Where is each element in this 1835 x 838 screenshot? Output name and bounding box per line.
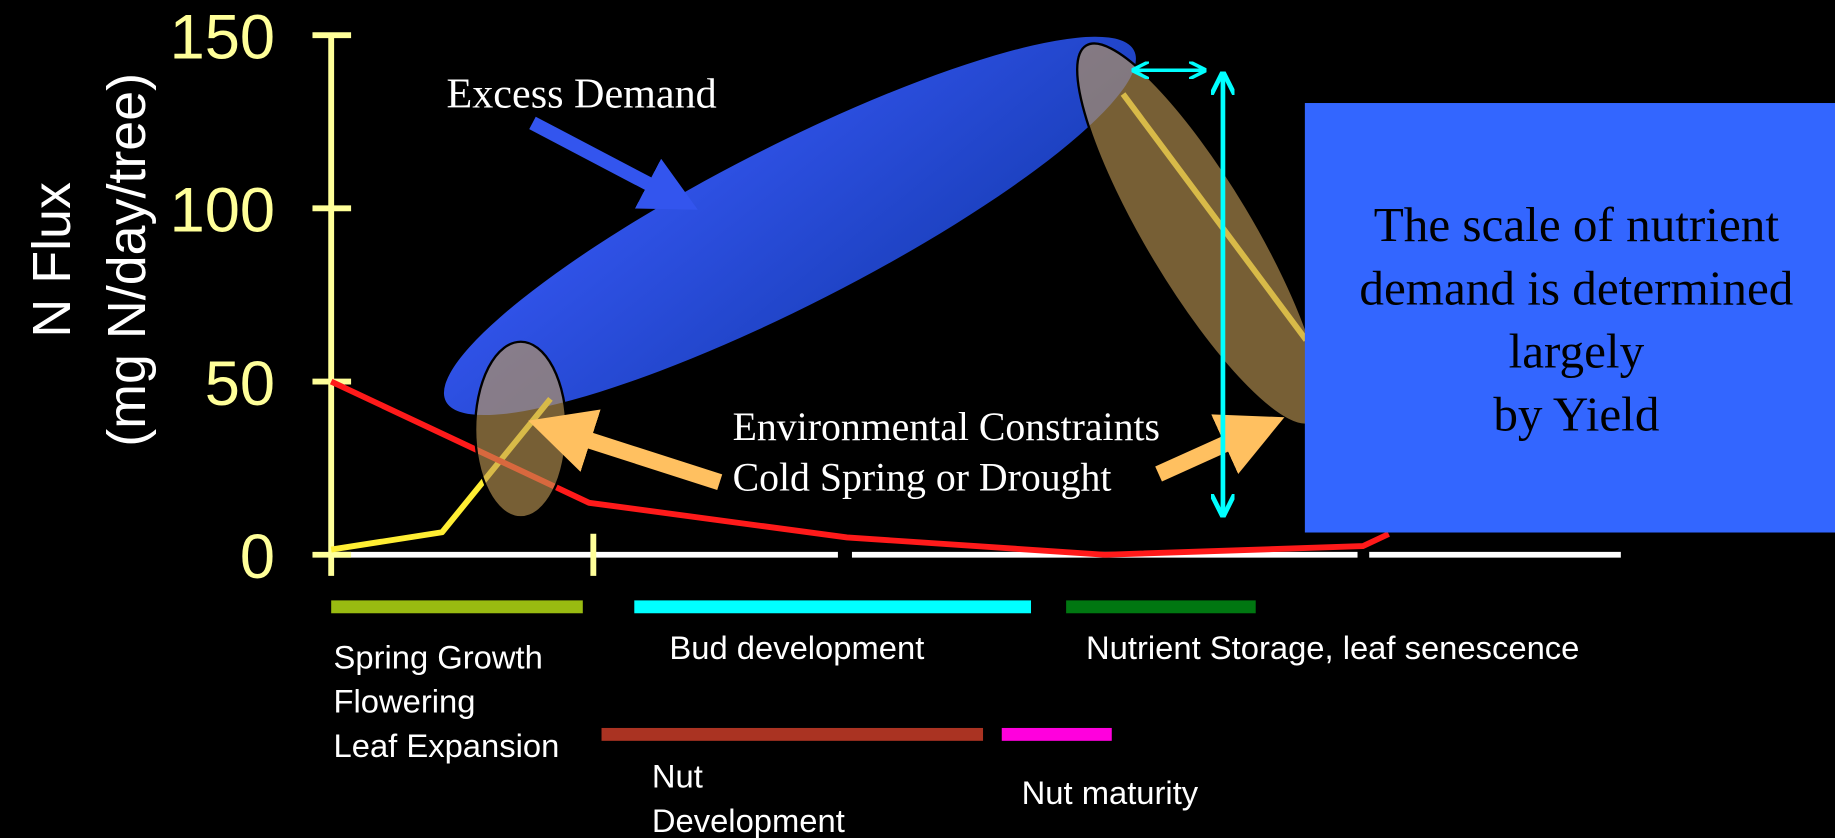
phase-label: Development <box>652 802 845 838</box>
y-tick-label: 50 <box>205 349 275 419</box>
phase-label: Nut maturity <box>1022 774 1199 811</box>
phase-bar <box>1001 727 1112 741</box>
phase-bar <box>1066 600 1256 614</box>
y-axis-label: (mg N/day/tree) <box>97 73 157 447</box>
phase-label: Bud development <box>669 629 924 666</box>
phase-bar <box>601 727 984 741</box>
excess-demand-ellipse <box>443 36 1136 416</box>
phase-label: Leaf Expansion <box>334 727 560 764</box>
annotation: Environmental Constraints <box>733 405 1160 449</box>
phase-label: Flowering <box>334 683 476 720</box>
phase-bar <box>634 600 1032 614</box>
phase-bar <box>331 600 583 614</box>
arrow <box>528 409 723 490</box>
phase-label: Spring Growth <box>334 638 543 675</box>
annotation: Excess Demand <box>447 71 717 118</box>
y-tick-label: 0 <box>240 522 275 592</box>
note-text: demand is determined <box>1359 260 1793 315</box>
phase-label: Nutrient Storage, leaf senescence <box>1086 629 1579 666</box>
arrow <box>529 116 698 210</box>
y-axis-label: N Flux <box>22 182 82 338</box>
note-box <box>1304 103 1835 533</box>
note-text: by Yield <box>1493 387 1659 442</box>
y-tick-label: 100 <box>170 176 275 246</box>
phase-label: Nut <box>652 758 703 795</box>
note-text: The scale of nutrient <box>1374 197 1780 252</box>
annotation: Cold Spring or Drought <box>733 455 1112 499</box>
arrow <box>1155 414 1285 482</box>
constraint-ellipse <box>473 340 568 519</box>
note-text: largely <box>1509 324 1645 379</box>
y-tick-label: 150 <box>170 3 275 73</box>
